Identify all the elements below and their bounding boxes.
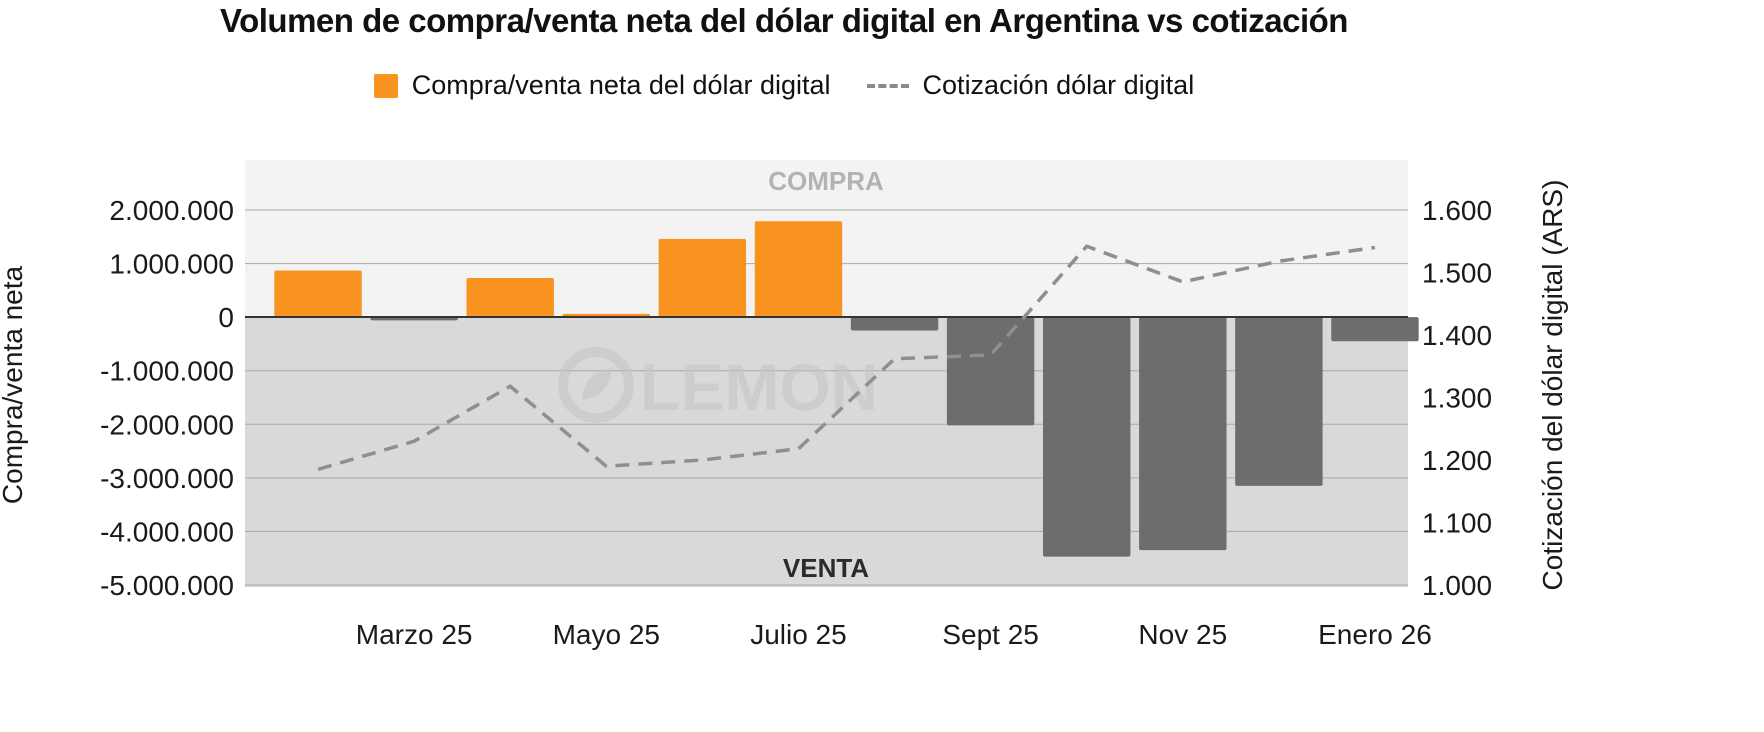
zone-label-compra: COMPRA <box>768 166 884 196</box>
line-series <box>317 244 1376 472</box>
bar <box>946 317 1035 426</box>
x-tick-label: Marzo 25 <box>356 619 473 650</box>
x-tick-label: Julio 25 <box>750 619 847 650</box>
bar <box>1042 317 1131 557</box>
y2-tick-label: 1.600 <box>1422 195 1492 226</box>
y-axis-right: 1.600 1.500 1.400 1.300 1.200 1.100 1.000 <box>1422 195 1492 601</box>
y2-tick-label: 1.400 <box>1422 320 1492 351</box>
legend-item-bars: Compra/venta neta del dólar digital <box>373 70 831 101</box>
bar <box>1331 317 1419 342</box>
line-layer <box>317 244 1376 472</box>
bar <box>1235 317 1323 486</box>
y-tick-label: -5.000.000 <box>100 570 234 601</box>
y2-tick-label: 1.500 <box>1422 258 1492 289</box>
y-tick-label: -2.000.000 <box>100 409 234 440</box>
y-tick-label: -3.000.000 <box>100 463 234 494</box>
y-tick-label: 1.000.000 <box>109 249 234 280</box>
bar <box>850 317 939 331</box>
bar <box>466 278 554 318</box>
legend-swatch-line <box>866 83 909 88</box>
x-tick-label: Sept 25 <box>942 619 1039 650</box>
y-tick-label: -1.000.000 <box>100 356 234 387</box>
x-axis: Marzo 25 Mayo 25 Julio 25 Sept 25 Nov 25 Ener… <box>356 619 1432 650</box>
watermark-leaf-icon <box>582 368 612 400</box>
watermark-logo-icon <box>558 347 634 423</box>
zone-label-venta: VENTA <box>783 553 869 583</box>
legend-swatch-bars <box>373 73 398 98</box>
y-tick-label: 2.000.000 <box>109 195 234 226</box>
y-tick-label: 0 <box>218 302 234 333</box>
y2-tick-label: 1.200 <box>1422 445 1492 476</box>
x-tick-label: Mayo 25 <box>553 619 660 650</box>
y2-axis-label: Cotización del dólar digital (ARS) <box>1537 180 1568 591</box>
y2-tick-label: 1.100 <box>1422 508 1492 539</box>
bar <box>658 238 747 318</box>
y2-tick-label: 1.300 <box>1422 383 1492 414</box>
x-tick-label: Nov 25 <box>1138 619 1227 650</box>
bar <box>1139 317 1227 551</box>
legend-label-bars: Compra/venta neta del dólar digital <box>411 70 831 100</box>
y-tick-label: -4.000.000 <box>100 516 234 547</box>
watermark-text: LEMON <box>640 350 878 424</box>
bar <box>274 270 362 318</box>
x-tick-label: Enero 26 <box>1318 619 1432 650</box>
legend-label-line: Cotización dólar digital <box>922 70 1195 100</box>
bars-layer <box>274 221 1419 557</box>
chart-title: Volumen de compra/venta neta del dólar d… <box>220 2 1348 39</box>
bar <box>754 221 843 318</box>
y2-tick-label: 1.000 <box>1422 570 1492 601</box>
legend-item-line: Cotización dólar digital <box>866 70 1195 101</box>
legend: Compra/venta neta del dólar digital Coti… <box>0 70 1568 101</box>
y-axis-left: 2.000.000 1.000.000 0 -1.000.000 -2.000.000 -… <box>100 195 234 601</box>
y-axis-label: Compra/venta neta <box>0 266 28 505</box>
